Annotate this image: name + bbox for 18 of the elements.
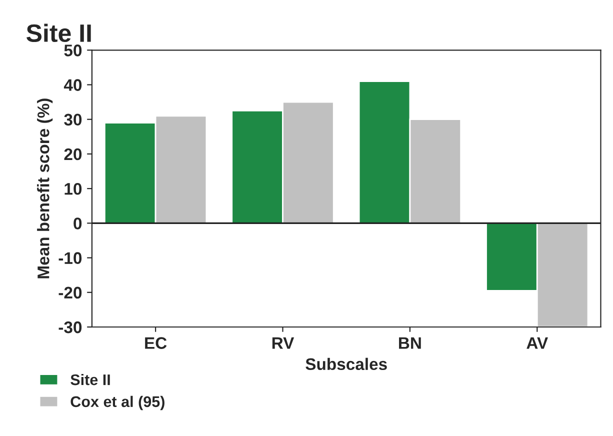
y-tick-label: 10 bbox=[64, 182, 82, 195]
y-tick-label: -20 bbox=[58, 286, 82, 299]
y-tick-label: -10 bbox=[58, 252, 82, 264]
x-tick-label: BN bbox=[399, 337, 421, 349]
x-tick-label: RV bbox=[272, 337, 294, 349]
y-tick-label: 30 bbox=[64, 114, 82, 126]
y-tick-label: 0 bbox=[74, 218, 82, 230]
y-tick-label: 20 bbox=[64, 148, 82, 160]
chart-title: Site II bbox=[26, 24, 91, 42]
y-axis-title: Mean benefit score (%) bbox=[37, 98, 53, 278]
legend-label: Cox et al (95) bbox=[70, 396, 164, 410]
x-tick-label: EC bbox=[145, 337, 167, 349]
y-tick-label: -30 bbox=[58, 321, 82, 334]
y-tick-label: 40 bbox=[64, 79, 82, 91]
x-axis-title: Subscales bbox=[306, 358, 387, 370]
legend-label: Site II bbox=[70, 374, 110, 386]
y-tick-label: 50 bbox=[64, 44, 82, 56]
x-tick-label: AV bbox=[526, 337, 548, 349]
